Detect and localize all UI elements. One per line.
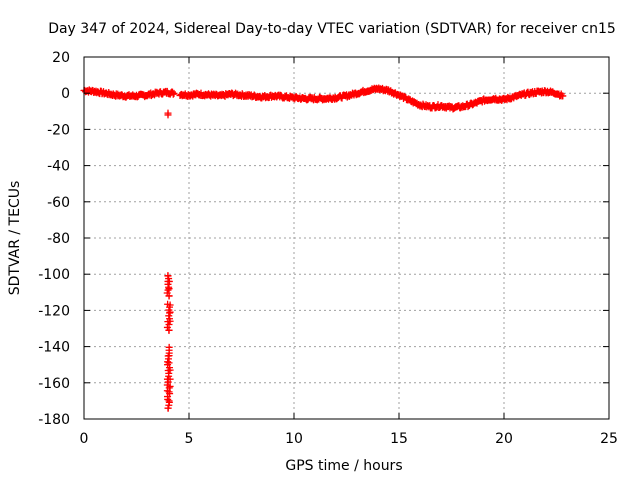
y-tick-label: 0 bbox=[61, 86, 70, 102]
x-tick-label: 15 bbox=[390, 431, 408, 447]
y-tick-label: -160 bbox=[38, 376, 70, 392]
data-points bbox=[80, 84, 567, 412]
y-tick-label: -40 bbox=[47, 159, 70, 175]
data-point bbox=[164, 111, 172, 119]
y-tick-label: -60 bbox=[47, 195, 70, 211]
y-tick-label: -140 bbox=[38, 340, 70, 356]
x-axis-ticks: 0 5 10 15 20 25 bbox=[80, 57, 618, 447]
grid bbox=[84, 57, 609, 419]
x-axis-label: GPS time / hours bbox=[285, 458, 402, 474]
x-tick-label: 20 bbox=[495, 431, 513, 447]
data-point bbox=[164, 272, 172, 280]
data-point bbox=[164, 300, 172, 308]
x-tick-label: 0 bbox=[80, 431, 89, 447]
data-point bbox=[165, 343, 173, 351]
y-axis-ticks: 20 0 -20 -40 -60 -80 -100 -120 -140 -160 -180 bbox=[38, 50, 609, 428]
data-point bbox=[170, 89, 178, 97]
y-tick-label: -120 bbox=[38, 303, 70, 319]
x-tick-label: 5 bbox=[185, 431, 194, 447]
x-tick-label: 25 bbox=[600, 431, 618, 447]
y-tick-label: -80 bbox=[47, 231, 70, 247]
y-tick-label: -100 bbox=[38, 267, 70, 283]
y-axis-label: SDTVAR / TECUs bbox=[7, 181, 23, 296]
y-tick-label: -180 bbox=[38, 412, 70, 428]
y-tick-label: -20 bbox=[47, 122, 70, 138]
chart-title: Day 347 of 2024, Sidereal Day-to-day VTE… bbox=[48, 21, 616, 37]
y-tick-label: 20 bbox=[52, 50, 70, 66]
data-point bbox=[559, 92, 567, 100]
data-point bbox=[169, 90, 177, 98]
x-tick-label: 10 bbox=[285, 431, 303, 447]
